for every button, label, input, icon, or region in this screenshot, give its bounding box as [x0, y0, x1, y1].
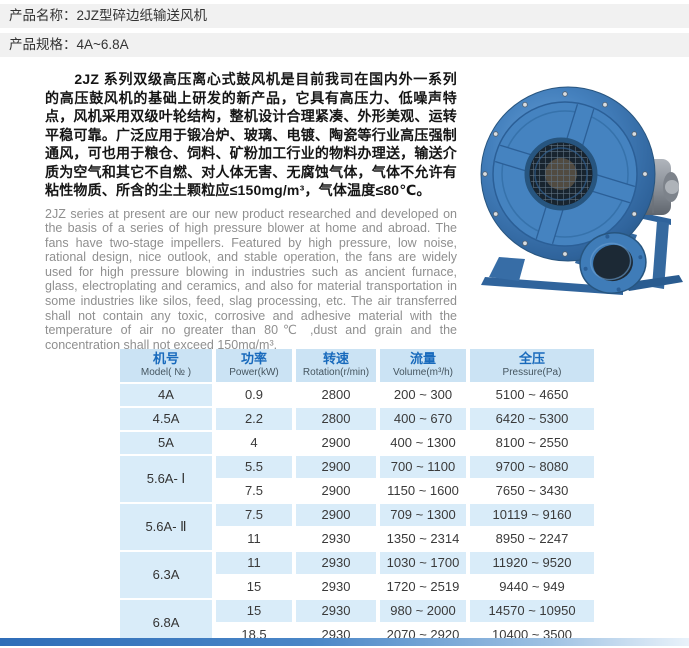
table-row: 7.5 2900 1150 ~ 1600 7650 ~ 3430: [120, 480, 594, 502]
table-row: 5.6A- Ⅰ 5.5 2900 700 ~ 1100 9700 ~ 8080: [120, 456, 594, 502]
model-cell: 5.6A- Ⅰ: [120, 456, 212, 502]
spec-cell: 9700 ~ 8080: [470, 456, 594, 478]
spec-table: 机号 Model( № ) 功率 Power(kW) 转速 Rotation(r/min)…: [116, 347, 598, 648]
spec-cell: 11: [216, 552, 292, 574]
spec-cell: 2930: [296, 576, 376, 598]
spec-cell: 7650 ~ 3430: [470, 480, 594, 502]
spec-cell: 2930: [296, 528, 376, 550]
fan-stand: [481, 206, 683, 295]
spec-cell: 15: [216, 600, 292, 622]
model-cell: 5A: [120, 432, 212, 454]
product-photo: [473, 73, 685, 305]
intro-paragraph-cn: 2JZ 系列双级高压离心式鼓风机是目前我司在国内外一系列的高压鼓风机的基础上研发…: [45, 71, 457, 198]
spec-cell: 400 ~ 670: [380, 408, 466, 430]
table-row: 15 2930 1720 ~ 2519 9440 ~ 949: [120, 576, 594, 598]
spec-cell: 8100 ~ 2550: [470, 432, 594, 454]
spec-cell: 8950 ~ 2247: [470, 528, 594, 550]
spec-cell: 5.5: [216, 456, 292, 478]
spec-cell: 400 ~ 1300: [380, 432, 466, 454]
product-spec-text: 产品规格：4A~6.8A: [9, 37, 129, 52]
spec-cell: 1350 ~ 2314: [380, 528, 466, 550]
product-name-bar: 产品名称：2JZ型碎边纸输送风机: [0, 4, 689, 28]
table-row: 5A 4 2900 400 ~ 1300 8100 ~ 2550: [120, 432, 594, 454]
spec-cell: 15: [216, 576, 292, 598]
spec-cell: 980 ~ 2000: [380, 600, 466, 622]
spec-cell: 1720 ~ 2519: [380, 576, 466, 598]
spec-cell: 700 ~ 1100: [380, 456, 466, 478]
spec-cell: 200 ~ 300: [380, 384, 466, 406]
spec-cell: 2800: [296, 408, 376, 430]
fan-housing: [480, 86, 656, 262]
spec-cell: 2930: [296, 600, 376, 622]
spec-cell: 6420 ~ 5300: [470, 408, 594, 430]
table-row: 4.5A 2.2 2800 400 ~ 670 6420 ~ 5300: [120, 408, 594, 430]
fan-blower-image: [480, 86, 683, 295]
spec-cell: 2900: [296, 456, 376, 478]
spec-cell: 0.9: [216, 384, 292, 406]
table-row: 5.6A- Ⅱ 7.5 2900 709 ~ 1300 10119 ~ 9160: [120, 504, 594, 550]
spec-cell: 1030 ~ 1700: [380, 552, 466, 574]
spec-cell: 5100 ~ 4650: [470, 384, 594, 406]
spec-cell: 2800: [296, 384, 376, 406]
column-header: 转速 Rotation(r/min): [296, 349, 376, 382]
spec-cell: 7.5: [216, 504, 292, 526]
column-header: 机号 Model( № ): [120, 349, 212, 382]
spec-cell: 10119 ~ 9160: [470, 504, 594, 526]
spec-cell: 2900: [296, 504, 376, 526]
spec-cell: 2900: [296, 432, 376, 454]
model-cell: 6.3A: [120, 552, 212, 598]
fan-outlet: [579, 232, 647, 294]
spec-cell: 14570 ~ 10950: [470, 600, 594, 622]
spec-cell: 7.5: [216, 480, 292, 502]
spec-cell: 9440 ~ 949: [470, 576, 594, 598]
model-cell: 4A: [120, 384, 212, 406]
spec-cell: 2930: [296, 552, 376, 574]
table-row: 6.8A 15 2930 980 ~ 2000 14570 ~ 10950: [120, 600, 594, 646]
spec-cell: 4: [216, 432, 292, 454]
spec-table-body: 4A 0.9 2800 200 ~ 300 5100 ~ 4650 4.5A 2.2 2800…: [120, 384, 594, 646]
column-header: 全压 Pressure(Pa): [470, 349, 594, 382]
table-row: 4A 0.9 2800 200 ~ 300 5100 ~ 4650: [120, 384, 594, 406]
bottom-accent-bar: [0, 638, 689, 646]
product-spec-bar: 产品规格：4A~6.8A: [0, 33, 689, 57]
spec-cell: 709 ~ 1300: [380, 504, 466, 526]
table-row: 11 2930 1350 ~ 2314 8950 ~ 2247: [120, 528, 594, 550]
spec-cell: 2900: [296, 480, 376, 502]
fan-inlet: [524, 137, 598, 211]
spec-cell: 11: [216, 528, 292, 550]
model-cell: 4.5A: [120, 408, 212, 430]
model-cell: 5.6A- Ⅱ: [120, 504, 212, 550]
spec-cell: 11920 ~ 9520: [470, 552, 594, 574]
intro-section: 2JZ 系列双级高压离心式鼓风机是目前我司在国内外一系列的高压鼓风机的基础上研发…: [45, 70, 457, 352]
column-header: 功率 Power(kW): [216, 349, 292, 382]
intro-paragraph-en: 2JZ series at present are our new produc…: [45, 206, 457, 352]
spec-cell: 1150 ~ 1600: [380, 480, 466, 502]
column-header: 流量 Volume(m³/h): [380, 349, 466, 382]
table-row: 6.3A 11 2930 1030 ~ 1700 11920 ~ 9520: [120, 552, 594, 598]
product-name-text: 产品名称：2JZ型碎边纸输送风机: [9, 8, 208, 23]
spec-cell: 2.2: [216, 408, 292, 430]
spec-table-head: 机号 Model( № ) 功率 Power(kW) 转速 Rotation(r/min)…: [120, 349, 594, 382]
